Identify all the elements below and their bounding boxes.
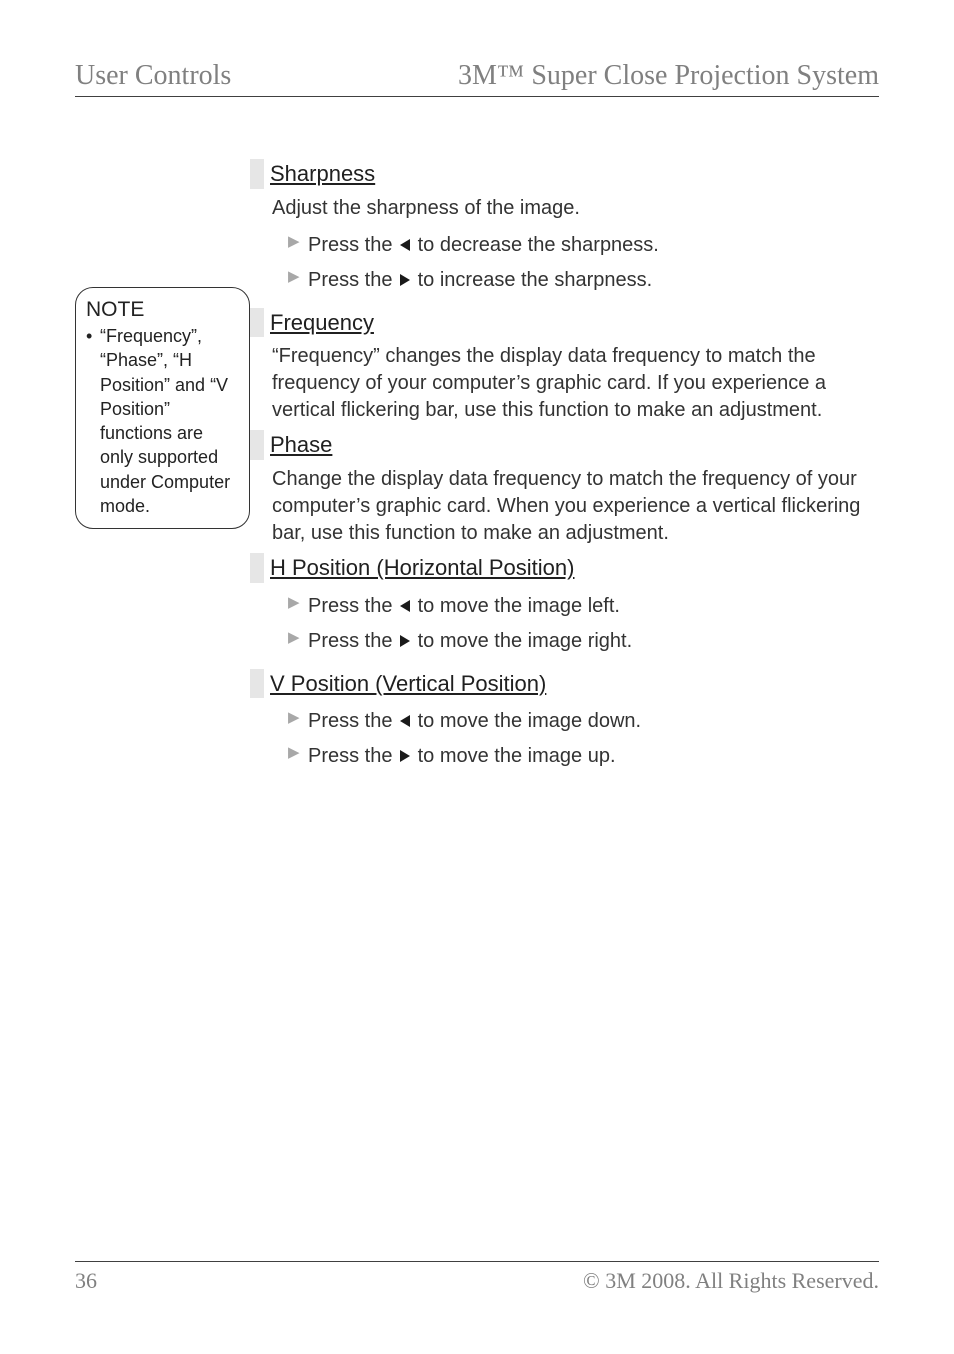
bullet-post: to move the image left. (412, 595, 620, 617)
header-left: User Controls (75, 60, 231, 92)
triangle-right-icon: ▶ (288, 263, 302, 292)
arrow-left-icon (398, 705, 412, 739)
note-title: NOTE (86, 298, 239, 322)
bullet-item: ▶ Press the to move the image up. (270, 739, 879, 774)
note-item: • “Frequency”, “Phase”, “H Position” and… (86, 324, 239, 518)
triangle-right-icon: ▶ (288, 704, 302, 733)
bullet-post: to decrease the sharpness. (412, 234, 659, 256)
arrow-right-icon (398, 740, 412, 774)
section-para-phase: Change the display data frequency to mat… (270, 466, 879, 547)
section-title-sharpness: Sharpness (250, 159, 879, 189)
page: User Controls 3M™ Super Close Projection… (0, 0, 954, 1354)
bullet-text: Press the to increase the sharpness. (308, 263, 879, 298)
note-box: NOTE • “Frequency”, “Phase”, “H Position… (75, 287, 250, 529)
bullet-dot-icon: • (86, 324, 100, 518)
bullet-post: to move the image down. (412, 710, 641, 732)
section-title-hpos: H Position (Horizontal Position) (250, 553, 879, 583)
arrow-left-icon (398, 590, 412, 624)
bullet-post: to move the image up. (412, 745, 615, 767)
bullet-item: ▶ Press the to increase the sharpness. (270, 263, 879, 298)
triangle-right-icon: ▶ (288, 624, 302, 653)
body: NOTE • “Frequency”, “Phase”, “H Position… (75, 155, 879, 784)
bullet-pre: Press the (308, 269, 398, 291)
triangle-right-icon: ▶ (288, 589, 302, 618)
bullet-post: to move the image right. (412, 630, 632, 652)
bullet-pre: Press the (308, 630, 398, 652)
bullet-pre: Press the (308, 710, 398, 732)
bullets-vpos: ▶ Press the to move the image down. ▶ Pr… (270, 704, 879, 774)
note-text: “Frequency”, “Phase”, “H Position” and “… (100, 324, 239, 518)
bullets-sharpness: ▶ Press the to decrease the sharpness. ▶… (270, 228, 879, 298)
header: User Controls 3M™ Super Close Projection… (75, 60, 879, 97)
bullet-item: ▶ Press the to move the image down. (270, 704, 879, 739)
copyright: © 3M 2008. All Rights Reserved. (583, 1268, 879, 1294)
header-right: 3M™ Super Close Projection System (458, 60, 879, 92)
bullets-hpos: ▶ Press the to move the image left. ▶ Pr… (270, 589, 879, 659)
sidebar: NOTE • “Frequency”, “Phase”, “H Position… (75, 155, 250, 784)
bullet-text: Press the to move the image left. (308, 589, 879, 624)
arrow-right-icon (398, 625, 412, 659)
section-para-frequency: “Frequency” changes the display data fre… (270, 343, 879, 424)
triangle-right-icon: ▶ (288, 228, 302, 257)
bullet-item: ▶ Press the to decrease the sharpness. (270, 228, 879, 263)
arrow-right-icon (398, 264, 412, 298)
bullet-pre: Press the (308, 234, 398, 256)
arrow-left-icon (398, 229, 412, 263)
bullet-pre: Press the (308, 595, 398, 617)
note-body: • “Frequency”, “Phase”, “H Position” and… (86, 324, 239, 518)
bullet-text: Press the to move the image up. (308, 739, 879, 774)
footer: 36 © 3M 2008. All Rights Reserved. (75, 1261, 879, 1294)
section-para-sharpness: Adjust the sharpness of the image. (270, 195, 879, 222)
bullet-item: ▶ Press the to move the image right. (270, 624, 879, 659)
bullet-text: Press the to decrease the sharpness. (308, 228, 879, 263)
bullet-text: Press the to move the image down. (308, 704, 879, 739)
content: Sharpness Adjust the sharpness of the im… (270, 155, 879, 784)
section-title-phase: Phase (250, 430, 879, 460)
section-title-vpos: V Position (Vertical Position) (250, 669, 879, 699)
page-number: 36 (75, 1268, 97, 1294)
bullet-item: ▶ Press the to move the image left. (270, 589, 879, 624)
bullet-text: Press the to move the image right. (308, 624, 879, 659)
bullet-post: to increase the sharpness. (412, 269, 652, 291)
triangle-right-icon: ▶ (288, 739, 302, 768)
bullet-pre: Press the (308, 745, 398, 767)
section-title-frequency: Frequency (250, 308, 879, 338)
